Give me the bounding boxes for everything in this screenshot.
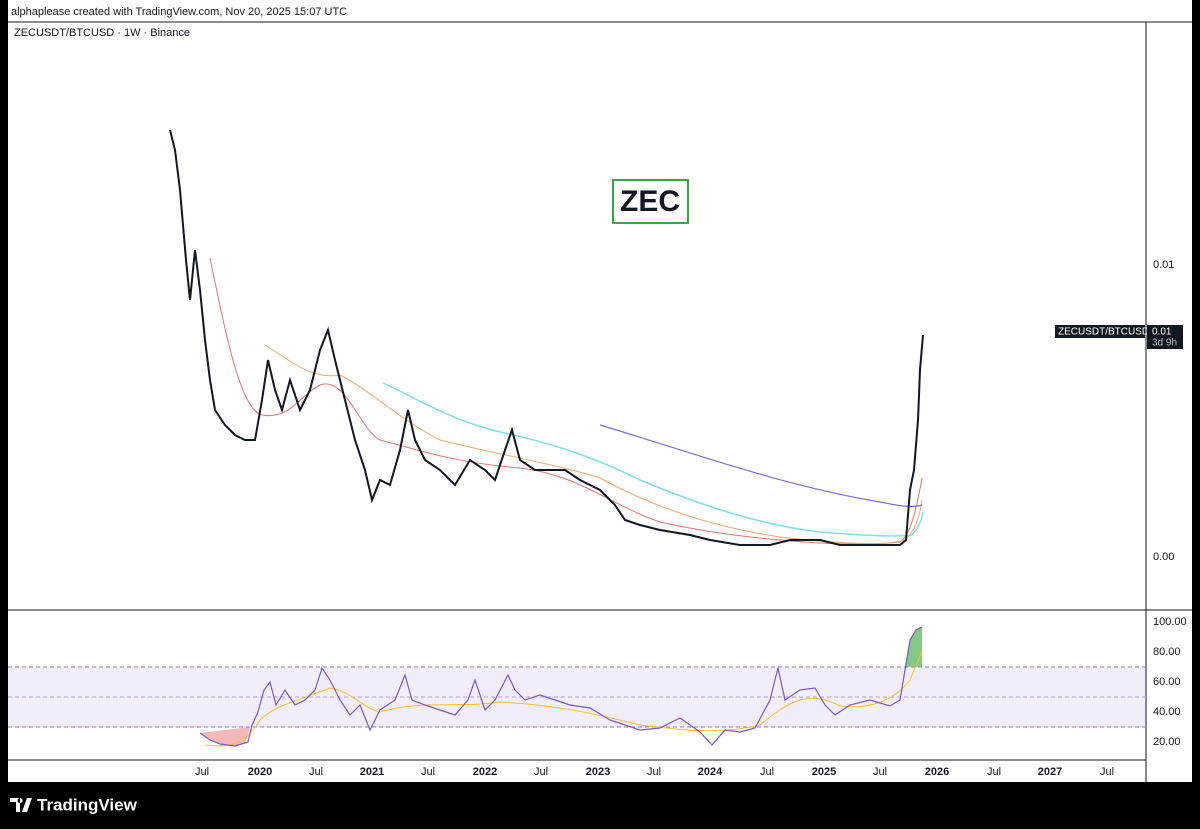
time-label: Jul bbox=[1100, 766, 1114, 778]
time-label: 2026 bbox=[925, 766, 949, 778]
countdown: 3d 9h bbox=[1152, 338, 1177, 349]
price-tag-text: 0.01 bbox=[1152, 327, 1172, 338]
ma-orange bbox=[264, 344, 923, 544]
rsi-label: 40.00 bbox=[1153, 706, 1181, 718]
time-label: Jul bbox=[873, 766, 887, 778]
price-tag bbox=[1147, 325, 1183, 349]
rsi-line bbox=[199, 626, 923, 747]
time-label: 2024 bbox=[698, 766, 723, 778]
time-label: 2027 bbox=[1038, 766, 1062, 778]
symbol-tag-text: ZECUSDT/BTCUSD bbox=[1058, 327, 1149, 338]
time-label: Jul bbox=[309, 766, 323, 778]
ma-cyan bbox=[382, 382, 924, 537]
ma-purple bbox=[599, 424, 923, 508]
time-label: Jul bbox=[534, 766, 548, 778]
time-label: 2020 bbox=[248, 766, 272, 778]
price-candles bbox=[169, 129, 924, 546]
time-label: 2023 bbox=[586, 766, 610, 778]
time-label: 2025 bbox=[812, 766, 836, 778]
rsi-label: 100.00 bbox=[1153, 616, 1187, 628]
logo-text: TradingView bbox=[37, 795, 138, 814]
time-label: Jul bbox=[760, 766, 774, 778]
ma-red bbox=[209, 257, 923, 545]
rsi-ma bbox=[204, 649, 923, 747]
time-label: 2021 bbox=[360, 766, 384, 778]
time-label: Jul bbox=[647, 766, 661, 778]
rsi-oversold-fill bbox=[200, 727, 250, 746]
time-label: Jul bbox=[987, 766, 1001, 778]
annotation-box bbox=[612, 179, 689, 224]
rsi-label: 20.00 bbox=[1153, 736, 1181, 748]
time-label: Jul bbox=[421, 766, 435, 778]
rsi-label: 80.00 bbox=[1153, 646, 1181, 658]
symbol-tag bbox=[1055, 325, 1145, 338]
time-axis: Jul 2020 Jul 2021 Jul 2022 Jul 2023 Jul … bbox=[195, 766, 1114, 778]
logo-icon bbox=[10, 798, 32, 812]
rsi-label: 60.00 bbox=[1153, 676, 1181, 688]
annotation: ZEC bbox=[620, 185, 680, 218]
attribution: alphaplease created with TradingView.com… bbox=[11, 6, 347, 18]
rsi-overbought-fill bbox=[905, 627, 922, 667]
symbol-info: ZECUSDT/BTCUSD · 1W · Binance bbox=[14, 27, 190, 39]
price-label: 0.00 bbox=[1153, 551, 1174, 563]
chart-panel bbox=[8, 0, 1192, 782]
price-label: 0.01 bbox=[1153, 259, 1174, 271]
time-label: 2022 bbox=[473, 766, 497, 778]
time-label: Jul bbox=[195, 766, 209, 778]
